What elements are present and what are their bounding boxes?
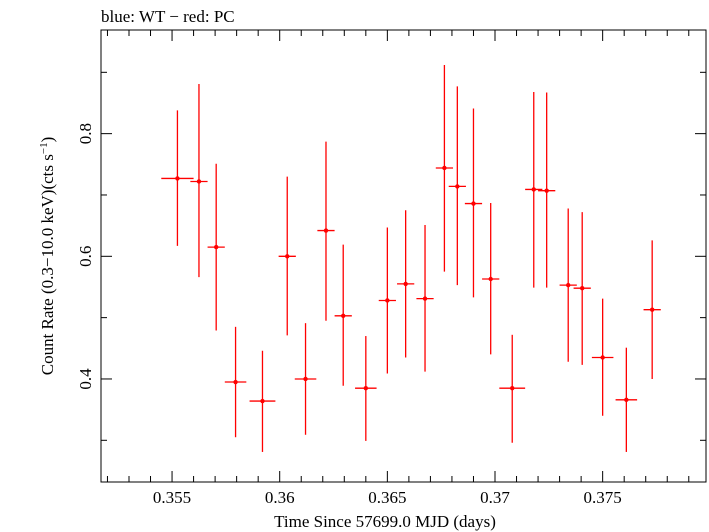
chart-title: blue: WT − red: PC	[101, 7, 235, 26]
data-marker	[455, 184, 460, 189]
data-point	[464, 108, 483, 298]
data-marker	[600, 355, 605, 360]
data-marker	[649, 307, 655, 312]
x-tick-label: 0.355	[153, 488, 191, 507]
data-point	[249, 350, 276, 452]
data-point	[378, 227, 396, 374]
data-points	[161, 64, 661, 452]
x-tick-label: 0.36	[265, 488, 295, 507]
data-point	[397, 210, 415, 358]
data-marker	[531, 187, 536, 192]
data-point	[294, 323, 317, 435]
data-marker	[488, 276, 493, 282]
data-marker	[196, 179, 202, 184]
data-marker	[385, 298, 390, 303]
y-axis-label-main: Count Rate (0.3−10.0 keV)(cts s	[38, 154, 57, 375]
data-marker	[303, 376, 308, 382]
data-point	[499, 334, 526, 443]
y-axis-label: Count Rate (0.3−10.0 keV)(cts s−1)	[38, 137, 57, 376]
data-point	[355, 336, 377, 441]
y-tick-label: 0.4	[76, 368, 95, 390]
data-point	[591, 298, 614, 416]
data-point	[435, 64, 454, 272]
y-axis-label-end: )	[38, 137, 57, 143]
data-marker	[403, 281, 408, 287]
x-tick-label: 0.365	[368, 488, 406, 507]
data-marker	[442, 165, 447, 171]
data-point	[538, 92, 556, 288]
data-marker	[566, 282, 571, 288]
data-point	[334, 244, 352, 386]
data-marker	[544, 188, 549, 193]
data-marker	[363, 385, 369, 391]
data-point	[207, 163, 225, 331]
data-point	[482, 202, 500, 355]
data-point	[615, 347, 638, 452]
data-point	[559, 208, 577, 362]
y-axis-label-superscript: −1	[38, 142, 50, 154]
data-marker	[624, 397, 629, 403]
data-point	[448, 86, 466, 286]
data-marker	[341, 313, 346, 318]
data-point	[525, 91, 543, 288]
axis-tick-labels: 0.355 0.36 0.365 0.37 0.375 0.4 0.6 0.8	[76, 123, 622, 507]
x-tick-label: 0.375	[584, 488, 622, 507]
x-tick-label: 0.37	[480, 488, 510, 507]
data-marker	[175, 176, 180, 181]
data-point	[161, 110, 194, 246]
data-point	[224, 326, 247, 438]
x-axis-label: Time Since 57699.0 MJD (days)	[274, 512, 496, 531]
data-point	[190, 83, 208, 278]
y-tick-label: 0.6	[76, 246, 95, 267]
data-marker	[323, 228, 329, 233]
data-marker	[422, 296, 428, 301]
data-point	[573, 212, 591, 365]
data-marker	[471, 201, 476, 206]
data-point	[416, 225, 434, 372]
data-point	[317, 141, 335, 321]
data-marker	[580, 285, 585, 291]
y-tick-label: 0.8	[76, 123, 95, 144]
plot-frame	[100, 29, 707, 483]
data-marker	[285, 254, 290, 259]
axis-ticks	[101, 30, 706, 482]
data-marker	[510, 385, 515, 391]
data-marker	[233, 379, 238, 385]
data-point	[643, 240, 661, 379]
data-marker	[260, 398, 265, 404]
data-point	[278, 176, 296, 336]
data-marker	[213, 244, 219, 250]
